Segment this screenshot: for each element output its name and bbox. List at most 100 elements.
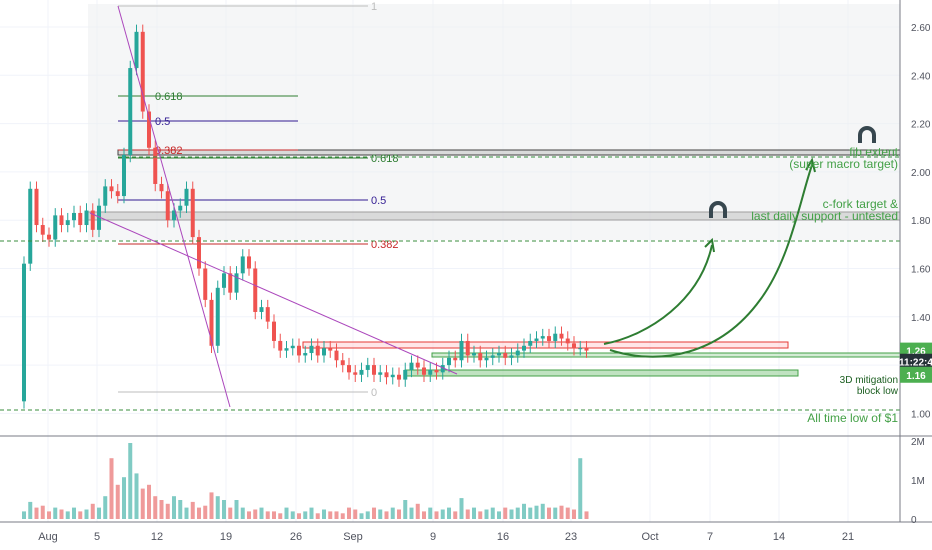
date-tick-label: Aug — [38, 531, 58, 543]
volume-bar — [259, 507, 264, 519]
volume-bar — [53, 507, 58, 519]
volume-bar — [278, 513, 283, 519]
date-tick-label: 7 — [707, 531, 713, 543]
annotation-text: 3D mitigation — [840, 375, 898, 386]
volume-bar — [97, 507, 101, 519]
price-tick-label: 2.20 — [911, 120, 931, 131]
candle-body — [315, 345, 320, 356]
volume-bar — [540, 503, 545, 519]
volume-bar — [122, 477, 126, 519]
volume-bar — [415, 503, 420, 519]
volume-bar — [228, 507, 233, 519]
fib-level-label: 0.618 — [155, 91, 183, 103]
date-tick-label: 26 — [290, 531, 302, 543]
volume-bar — [284, 507, 289, 519]
candle-body — [534, 338, 539, 341]
volume-bar — [303, 511, 308, 519]
candle-body — [228, 273, 233, 293]
fib-level-label: 0 — [371, 387, 377, 399]
candle-body — [497, 353, 501, 356]
candle-body — [234, 273, 239, 293]
volume-bar — [572, 509, 576, 519]
candle-body — [222, 273, 226, 288]
volume-bar — [234, 500, 239, 519]
candle-body — [209, 299, 214, 346]
candle-body — [390, 374, 395, 378]
date-tick-label: 14 — [773, 531, 785, 543]
magnet-icon — [709, 201, 727, 218]
date-tick-label: 19 — [220, 531, 232, 543]
candle-body — [334, 350, 339, 361]
volume-bar — [459, 498, 464, 519]
volume-bar — [340, 513, 345, 519]
candle-body — [28, 188, 33, 264]
volume-bar — [553, 507, 558, 519]
volume-bar — [59, 509, 64, 519]
candle-body — [559, 333, 564, 339]
candle-body — [78, 212, 83, 226]
candle-body — [459, 340, 464, 361]
price-tick-label: 1.60 — [911, 265, 931, 276]
candle-body — [265, 307, 270, 322]
candle-body — [347, 365, 351, 373]
volume-bar — [22, 511, 26, 519]
fib-level-label: 0.5 — [155, 116, 170, 128]
annotation-text: block low — [857, 386, 899, 397]
zones — [87, 4, 901, 377]
candle-body — [34, 188, 39, 226]
candle-body — [503, 353, 508, 358]
volume-bar — [290, 511, 295, 519]
annotation-text: fib extent — [849, 145, 898, 159]
candle-body — [422, 367, 426, 375]
volume-bar — [203, 505, 208, 519]
annotations: fib extent(super macro target) c-fork tar… — [751, 145, 899, 425]
candle-body — [40, 225, 45, 235]
volume-bar — [128, 443, 133, 519]
price-tag-label: 1.26 — [906, 347, 926, 358]
candle-body — [22, 263, 26, 402]
candle-body — [59, 215, 64, 226]
volume-bar — [197, 507, 201, 519]
projection-arrow-1 — [603, 244, 713, 345]
projection-arrowhead-2 — [805, 157, 816, 173]
volume-bar — [578, 458, 583, 519]
volume-bar — [359, 513, 364, 519]
candle-body — [203, 268, 208, 300]
volume-bar — [322, 509, 326, 519]
volume-bar — [172, 496, 176, 519]
candle-body — [259, 307, 264, 312]
candle-body — [453, 357, 458, 361]
volume-bar — [372, 507, 376, 519]
volume-bar — [397, 509, 401, 519]
candle-body — [172, 210, 176, 221]
candle-body — [440, 365, 445, 373]
volume-bar — [490, 507, 495, 519]
price-tick-label: 2.40 — [911, 71, 931, 82]
candle-body — [428, 369, 433, 375]
volume-bar — [90, 503, 95, 519]
candle-body — [97, 205, 101, 230]
price-tick-label: 1.00 — [911, 409, 931, 420]
candle-body — [278, 340, 283, 351]
candle-body — [65, 220, 70, 226]
candle-body — [303, 353, 308, 356]
volume-bar — [115, 484, 120, 519]
price-tag-label: 1.16 — [906, 371, 926, 382]
volume-bar — [109, 458, 114, 519]
volume-bar — [297, 513, 301, 519]
candle-body — [240, 256, 245, 274]
volume-bar — [34, 507, 39, 519]
volume-bar — [159, 500, 164, 519]
drawings — [0, 5, 900, 411]
candle-body — [397, 374, 401, 380]
volume-tick-label: 2M — [911, 437, 925, 448]
volume-bar — [140, 488, 145, 519]
candle-body — [53, 215, 58, 240]
volume-bar — [478, 511, 483, 519]
candle-body — [309, 345, 314, 354]
volume-bar — [72, 507, 76, 519]
volume-bar — [565, 507, 570, 519]
candle-body — [509, 355, 514, 358]
candle-body — [490, 355, 495, 358]
